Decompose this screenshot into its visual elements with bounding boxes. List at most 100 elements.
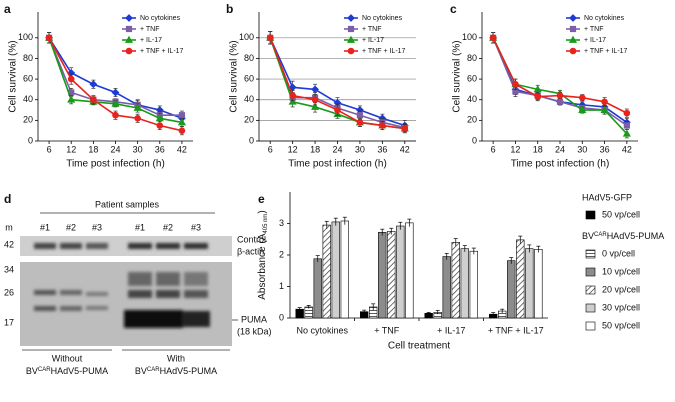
legend-swatch [585, 210, 596, 220]
bar [405, 222, 414, 319]
error-bar [407, 218, 412, 227]
point [134, 114, 141, 122]
legend-swatch [585, 267, 596, 277]
legend-label: + TNF [584, 26, 604, 33]
lane-label: #3 [191, 222, 201, 232]
x-tick-label: 12 [288, 144, 298, 154]
lane-label: #3 [92, 222, 102, 232]
legend-marker [125, 47, 133, 55]
group-label: With [167, 353, 185, 363]
legend-marker [569, 47, 577, 55]
group-rest: HAdV5-PUMA [51, 366, 109, 376]
point [534, 93, 542, 100]
point [533, 85, 542, 93]
panel-label: a [4, 2, 11, 16]
marker-label: 42 [4, 239, 14, 249]
panel-label: e [258, 192, 265, 206]
y-tick-label: 3 [279, 218, 284, 228]
point [111, 88, 120, 97]
point [512, 80, 519, 88]
bar [387, 231, 396, 319]
point [289, 92, 296, 99]
error-bar [518, 235, 523, 244]
legend-marker [569, 14, 577, 22]
point [133, 103, 142, 111]
x-tick-label: 18 [533, 144, 543, 154]
error-bar [306, 305, 311, 309]
control-label: β-actin [237, 246, 264, 256]
y-tick-label: 100 [239, 32, 254, 42]
point [177, 118, 186, 126]
marker-label: 17 [4, 317, 14, 327]
error-bar [536, 245, 541, 253]
point [334, 106, 341, 114]
group-label: BVCARHAdV5-PUMA [26, 366, 108, 376]
point [67, 75, 75, 83]
marker-label: 34 [4, 264, 14, 274]
control-label: Control [237, 234, 266, 244]
bar [507, 260, 516, 319]
legend-label: + TNF [362, 26, 382, 33]
bar [313, 258, 322, 319]
legend-marker [569, 25, 577, 33]
point [178, 127, 186, 134]
x-tick-label: 24 [332, 144, 342, 154]
error-bar [297, 307, 302, 311]
legend-label: + TNF + IL-17 [584, 48, 628, 55]
point [156, 122, 164, 129]
y-tick-label: 100 [462, 32, 477, 42]
y-tick-label: 40 [244, 94, 254, 104]
bar [340, 220, 349, 319]
x-tick-label: 30 [355, 144, 365, 154]
legend-label: No cytokines [140, 15, 181, 22]
y-tick-label: 20 [244, 115, 254, 125]
point [311, 96, 319, 104]
legend-marker [125, 25, 133, 33]
point [379, 122, 386, 129]
error-bar [471, 247, 476, 255]
y-tick-label: 0 [249, 135, 254, 145]
x-tick-label: 36 [600, 144, 610, 154]
marker-label: 26 [4, 287, 14, 297]
legend-label: 20 vp/cell [602, 284, 640, 294]
legend-swatch [585, 321, 596, 331]
error-bar [444, 253, 449, 260]
point [601, 98, 608, 106]
y-tick-label: 0 [472, 135, 477, 145]
y-axis-label: Cell survival (%) [452, 40, 463, 112]
x-tick-label: 6 [491, 144, 496, 154]
x-tick-label: 6 [47, 144, 52, 154]
legend-label: + IL-17 [362, 37, 384, 44]
legend-label: 0 vp/cell [602, 248, 635, 258]
point [600, 105, 609, 113]
legend-marker [347, 25, 355, 33]
bar [304, 306, 313, 319]
point [556, 98, 564, 105]
error-bar [380, 228, 385, 236]
error-bar [398, 221, 403, 230]
legend-swatch [585, 303, 596, 313]
legend-title: BVCARHAdV5-PUMA [582, 231, 664, 241]
point [356, 112, 364, 119]
x-tick-label: 42 [622, 144, 632, 154]
group-label: BVCARHAdV5-PUMA [135, 366, 217, 376]
y-label-sub: 405 nm [263, 214, 269, 234]
y-tick-label: 0 [279, 312, 284, 322]
point [578, 94, 586, 101]
point [112, 111, 119, 119]
legend-label: No cytokines [584, 15, 625, 22]
puma-label: (18 kDa) [237, 326, 272, 336]
point [578, 105, 587, 113]
x-tick-label: + IL-17 [437, 325, 465, 335]
y-axis-label: Absorbance (A405 nm) [257, 210, 269, 300]
legend-title: HAdV5-GFP [582, 192, 632, 202]
point [556, 92, 564, 99]
y-tick-label: 20 [467, 115, 477, 125]
bar [460, 248, 469, 319]
y-label-main: Absorbance (A [257, 233, 268, 299]
x-tick-label: + TNF + IL-17 [488, 325, 544, 335]
point [489, 34, 497, 42]
legend-label: No cytokines [362, 15, 403, 22]
